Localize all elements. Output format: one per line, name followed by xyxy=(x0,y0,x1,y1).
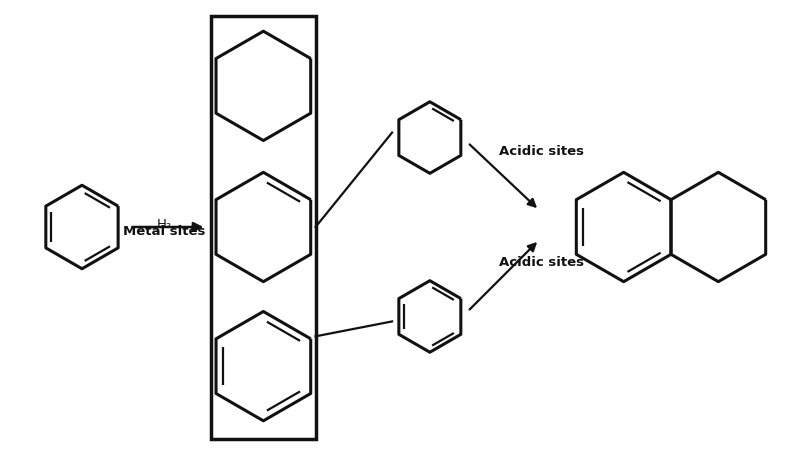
Text: H₂: H₂ xyxy=(157,217,172,231)
Text: Acidic sites: Acidic sites xyxy=(500,255,585,268)
Text: Metal sites: Metal sites xyxy=(123,224,206,238)
Bar xyxy=(211,17,316,439)
Text: Acidic sites: Acidic sites xyxy=(500,145,585,158)
